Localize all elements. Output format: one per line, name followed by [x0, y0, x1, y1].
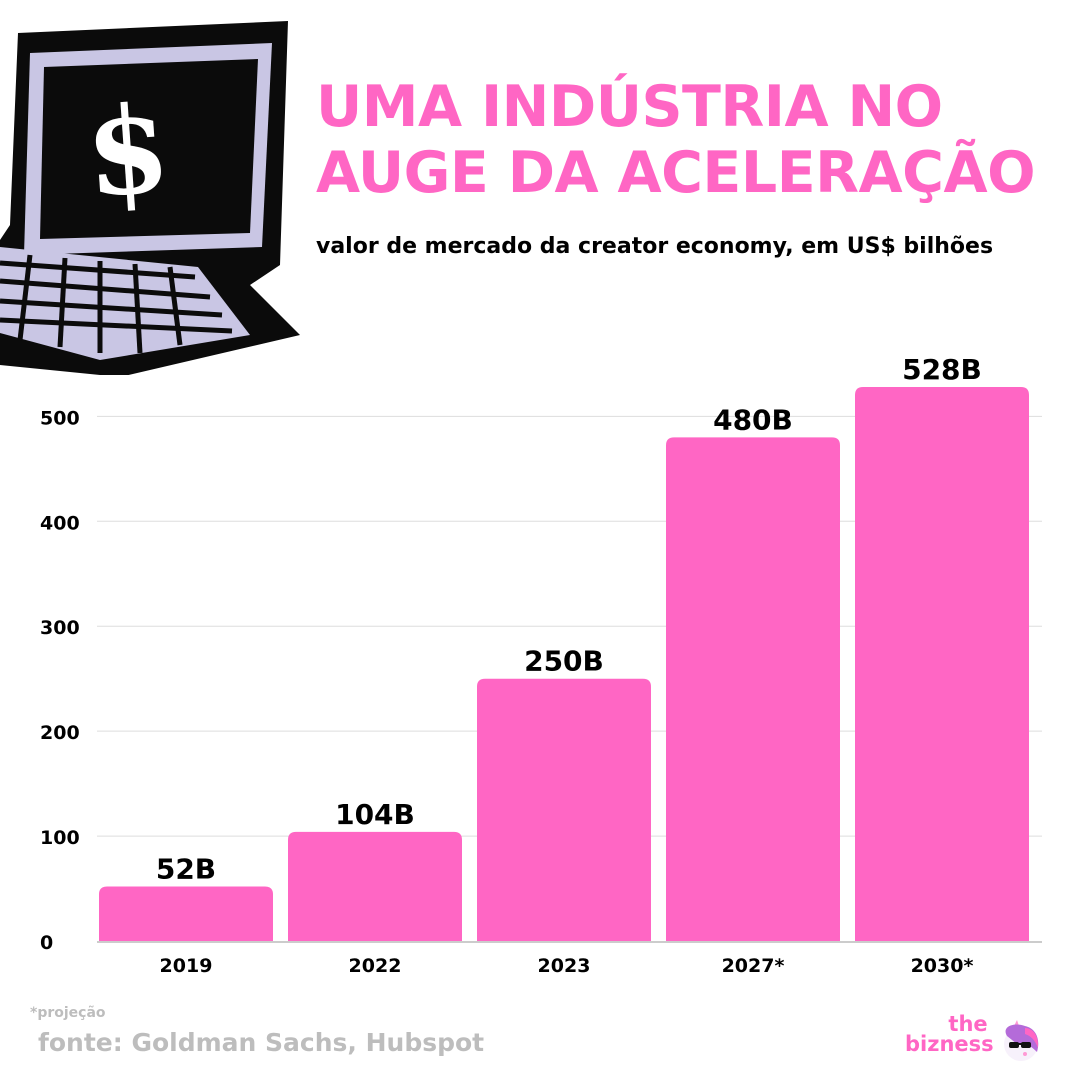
data-label: 480B [713, 403, 793, 436]
x-tick-label: 2027* [722, 955, 785, 977]
y-tick-label: 0 [40, 932, 53, 954]
bar [288, 831, 462, 941]
y-tick-label: 100 [40, 827, 80, 849]
brand-logo-text: the bizness [905, 1012, 1034, 1056]
x-tick-label: 2022 [349, 955, 402, 977]
bar [99, 886, 273, 941]
title-line-2: AUGE DA ACELERAÇÃO [316, 140, 1036, 206]
y-tick-label: 300 [40, 617, 80, 639]
data-label: 528B [902, 353, 982, 386]
x-tick-label: 2023 [538, 955, 591, 977]
y-tick-label: 200 [40, 722, 80, 744]
source-credit: fonte: Goldman Sachs, Hubspot [38, 1028, 485, 1057]
y-tick-label: 500 [40, 407, 80, 429]
chart-subtitle: valor de mercado da creator economy, em … [316, 234, 994, 259]
bar [855, 387, 1029, 941]
data-label: 52B [156, 852, 216, 885]
brand-line-the: the [948, 1012, 988, 1036]
laptop-dollar-icon: $ [0, 21, 300, 375]
unicorn-sunglasses-icon [1004, 1020, 1039, 1061]
y-tick-label: 400 [40, 512, 80, 534]
page-title: UMA INDÚSTRIA NO AUGE DA ACELERAÇÃO [316, 74, 1066, 206]
data-label: 104B [335, 798, 415, 831]
x-tick-label: 2030* [911, 955, 974, 977]
bar [477, 678, 651, 941]
projection-footnote: *projeção [30, 1005, 106, 1021]
bar [666, 437, 840, 941]
title-line-1: UMA INDÚSTRIA NO [316, 74, 943, 140]
dollar-symbol: $ [81, 78, 174, 224]
data-label: 250B [524, 645, 604, 678]
x-tick-label: 2019 [160, 955, 213, 977]
brand-line-bizness: bizness [905, 1032, 994, 1056]
